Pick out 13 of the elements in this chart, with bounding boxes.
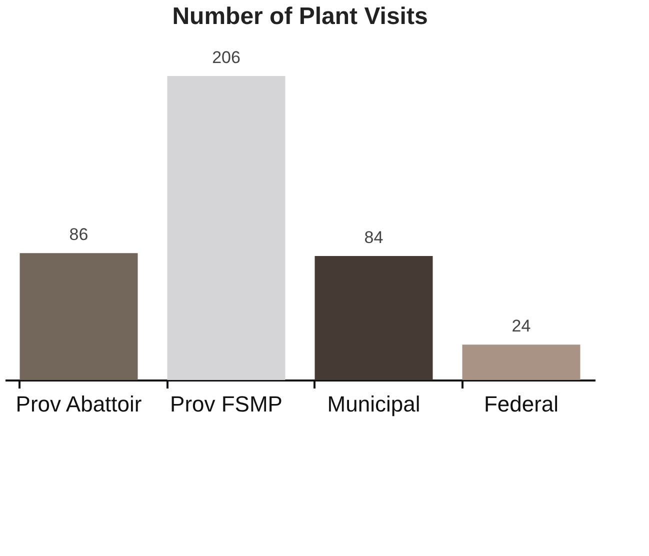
bar: [314, 256, 433, 380]
bar: [167, 76, 286, 380]
x-tick-label: Federal: [484, 392, 559, 416]
chart-title: Number of Plant Visits: [172, 3, 428, 30]
data-label: 84: [364, 228, 384, 248]
x-tick-label: Prov FSMP: [170, 392, 282, 416]
bar: [20, 253, 138, 380]
data-label: 24: [512, 316, 531, 336]
data-label: 86: [69, 225, 88, 244]
bar: [462, 344, 580, 380]
data-label: 206: [212, 48, 240, 67]
x-tick-label: Prov Abattoir: [16, 392, 142, 416]
x-tick-label: Municipal: [327, 392, 420, 416]
